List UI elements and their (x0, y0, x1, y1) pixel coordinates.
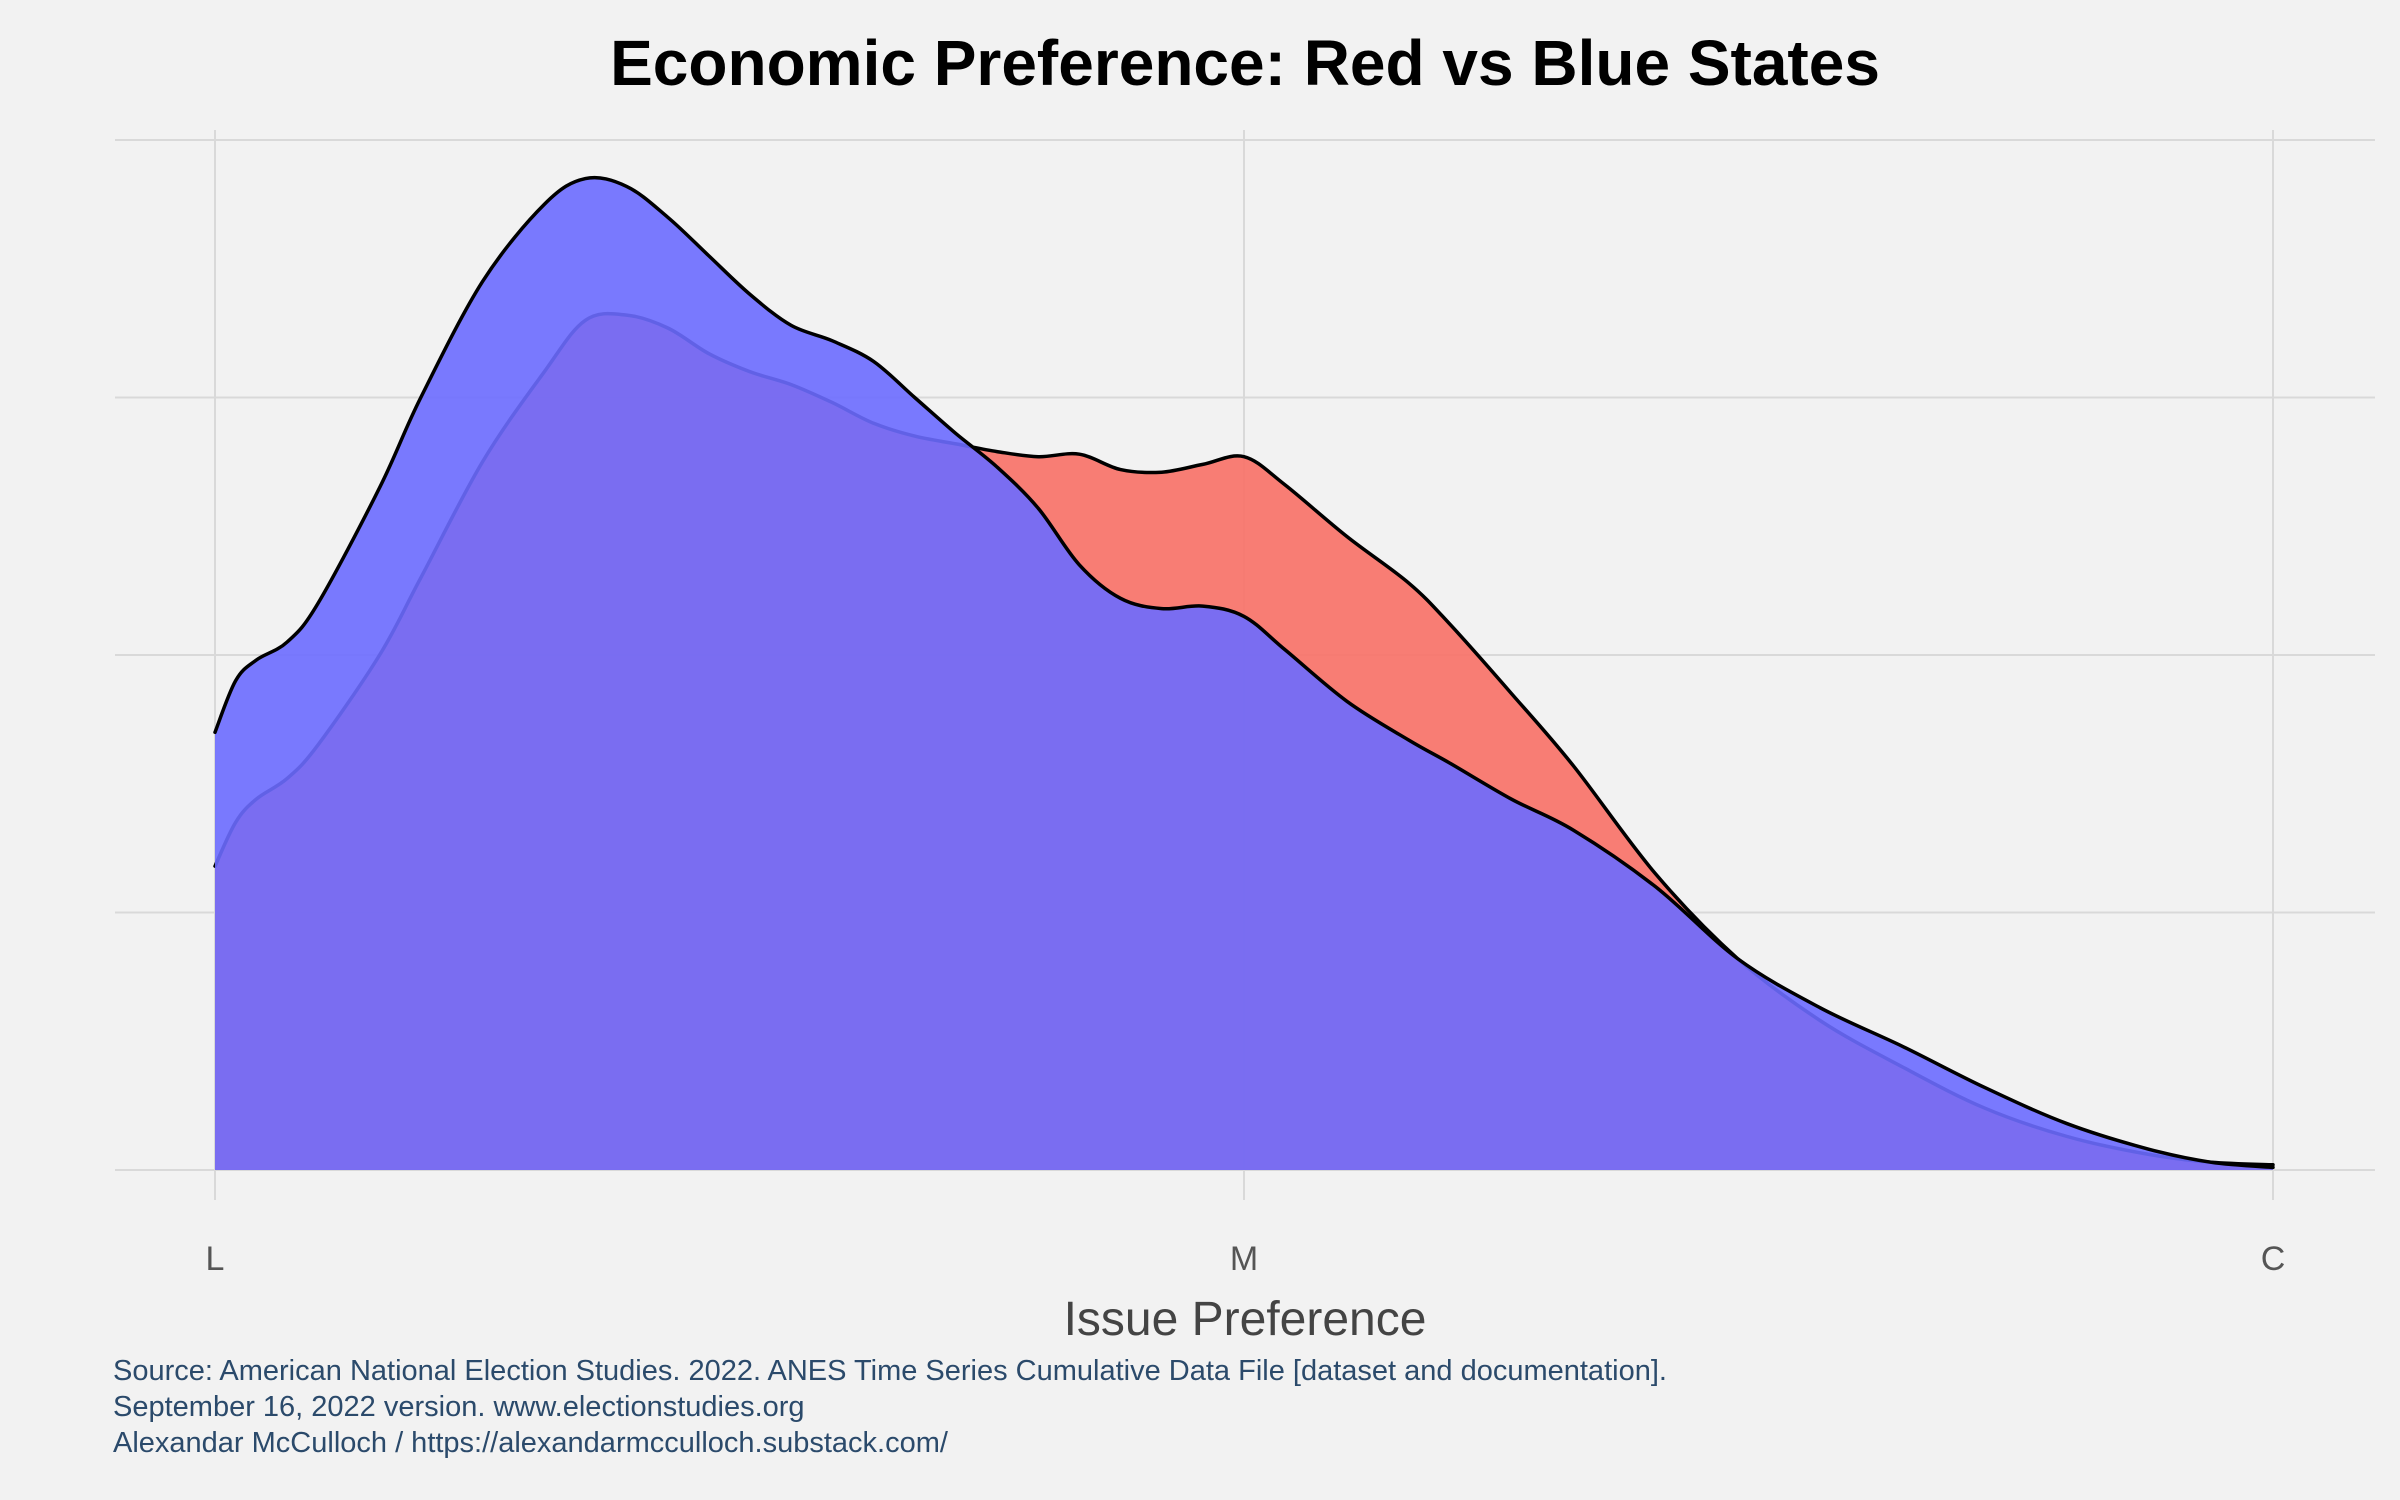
caption-line-1: Source: American National Election Studi… (113, 1355, 1667, 1387)
x-tick-label-C: C (2261, 1240, 2286, 1278)
caption-line-3: Alexandar McCulloch / https://alexandarm… (113, 1427, 948, 1459)
x-tick-label-M: M (1230, 1240, 1258, 1278)
caption-line-2: September 16, 2022 version. www.election… (113, 1391, 805, 1423)
series-layer (213, 175, 2275, 1171)
chart-title: Economic Preference: Red vs Blue States (610, 27, 1880, 99)
blue-states-density-line (213, 175, 2275, 1170)
source-caption: Source: American National Election Studi… (113, 1353, 1667, 1461)
blue-states-density-area (215, 177, 2273, 1171)
x-axis-title: Issue Preference (1064, 1293, 1427, 1346)
x-tick-label-L: L (206, 1240, 225, 1278)
